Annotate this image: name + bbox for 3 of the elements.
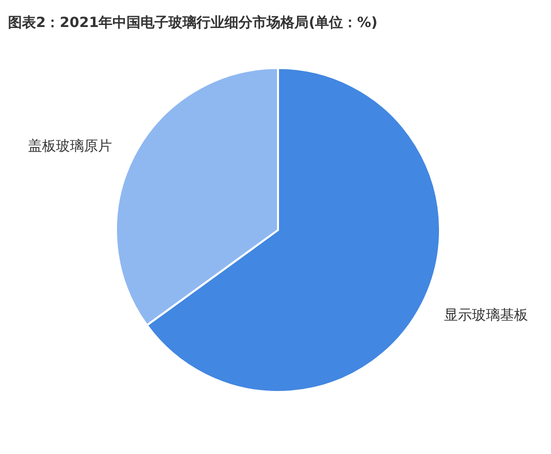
slice-label: 显示玻璃基板 xyxy=(444,308,528,324)
slice-label: 盖板玻璃原片 xyxy=(28,138,112,154)
chart-title: 图表2：2021年中国电子玻璃行业细分市场格局(单位：%) xyxy=(8,14,378,31)
